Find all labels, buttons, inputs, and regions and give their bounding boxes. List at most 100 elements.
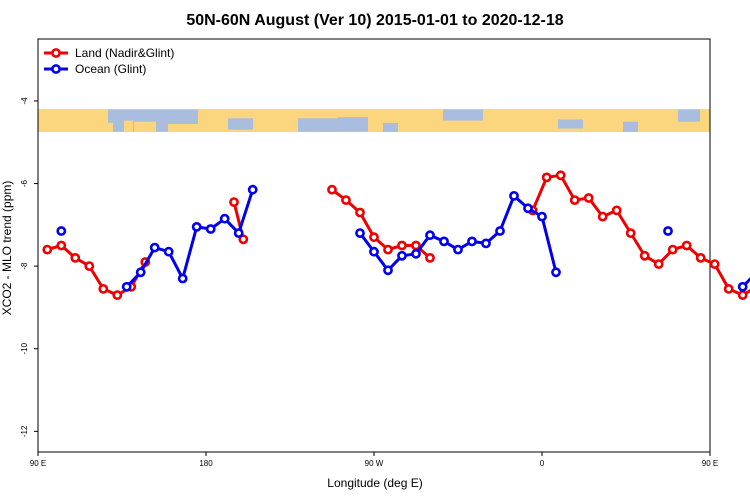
legend: Land (Nadir&Glint) Ocean (Glint): [44, 46, 174, 76]
data-point-1: [56, 226, 67, 236]
map-ocean-inlet: [313, 120, 338, 132]
data-point-0: [695, 252, 706, 263]
data-point-1: [481, 238, 491, 249]
data-point-0: [425, 252, 435, 263]
map-land-patch: [108, 122, 113, 132]
x-tick-label: 0: [540, 459, 545, 468]
data-point-0: [611, 205, 622, 216]
data-point-1: [247, 184, 258, 195]
data-point-0: [238, 234, 249, 245]
series-line-1: [125, 189, 255, 288]
data-point-0: [397, 240, 407, 251]
data-point-1: [121, 281, 132, 292]
data-point-1: [397, 250, 407, 261]
map-strip: [38, 109, 710, 132]
y-tick-label: -8: [20, 262, 29, 270]
map-ocean-inlet: [623, 121, 638, 132]
map-land-patch: [338, 109, 368, 118]
data-point-1: [219, 213, 230, 224]
data-point-1: [383, 265, 393, 276]
data-point-0: [597, 211, 608, 222]
map-land-patch: [700, 109, 710, 132]
data-point-1: [233, 228, 244, 238]
data-point-1: [205, 224, 216, 234]
data-point-1: [663, 226, 673, 236]
legend-marker: [51, 48, 61, 58]
data-point-1: [163, 246, 174, 257]
data-point-0: [84, 261, 95, 271]
data-point-1: [537, 211, 547, 222]
chart-title: 50N-60N August (Ver 10) 2015-01-01 to 20…: [186, 12, 563, 29]
y-axis-label: XCO2 - MLO trend (ppm): [0, 181, 14, 316]
data-point-1: [411, 248, 421, 259]
data-point-0: [327, 184, 337, 195]
map-land-patch: [168, 123, 198, 132]
data-point-0: [667, 244, 678, 255]
series-group: [42, 170, 750, 300]
map-land-patch: [483, 109, 528, 132]
data-point-0: [341, 195, 351, 205]
data-point-1: [737, 281, 748, 292]
legend-label: Ocean (Glint): [75, 62, 146, 76]
data-point-1: [495, 226, 505, 236]
data-point-0: [42, 244, 53, 255]
x-axis-label: Longitude (deg E): [327, 476, 422, 490]
map-land-patch: [528, 109, 678, 132]
data-point-1: [425, 230, 435, 241]
map-ocean-inlet: [558, 119, 583, 129]
plot-frame: [37, 38, 711, 453]
data-point-0: [369, 232, 379, 243]
data-point-1: [369, 246, 379, 257]
data-point-1: [355, 228, 365, 238]
data-point-0: [56, 240, 67, 251]
legend-label: Land (Nadir&Glint): [75, 46, 174, 60]
y-tick-label: -12: [20, 425, 29, 437]
data-point-1: [439, 236, 449, 247]
x-tick-label: 90 E: [702, 459, 718, 468]
map-ocean-inlet: [383, 122, 398, 132]
series-line-1: [741, 277, 750, 288]
x-tick-label: 90 E: [30, 459, 46, 468]
map-land-patch: [124, 120, 133, 132]
data-point-1: [177, 273, 188, 284]
data-point-0: [569, 195, 580, 205]
data-point-0: [625, 228, 636, 238]
data-point-0: [583, 193, 594, 203]
y-tick-label: -6: [20, 179, 29, 187]
map-land-patch: [678, 121, 700, 132]
x-axis: 90 E 180 90 W 0 90 E: [30, 452, 718, 468]
data-point-1: [453, 244, 463, 255]
data-point-0: [723, 283, 734, 294]
map-ocean-inlet: [228, 118, 253, 130]
map-land-patch: [298, 109, 338, 119]
map-land-patch: [38, 109, 108, 132]
map-land-patch: [134, 121, 156, 132]
data-point-1: [467, 236, 477, 247]
y-tick-label: -4: [20, 97, 29, 105]
data-point-1: [509, 190, 519, 201]
map-land-patch: [368, 109, 443, 132]
data-point-0: [555, 170, 566, 181]
data-point-1: [191, 221, 202, 232]
data-point-1: [551, 267, 561, 278]
data-point-0: [737, 290, 748, 300]
x-tick-label: 90 W: [365, 459, 384, 468]
series-line-0: [531, 173, 750, 297]
y-tick-label: -10: [20, 342, 29, 354]
map-land-patch: [443, 120, 483, 132]
data-point-0: [355, 207, 365, 218]
data-point-0: [70, 252, 81, 263]
data-point-0: [681, 240, 692, 251]
data-point-1: [135, 267, 146, 278]
data-point-1: [523, 203, 533, 214]
data-point-1: [149, 242, 160, 253]
data-point-0: [98, 283, 109, 294]
x-tick-label: 180: [199, 459, 213, 468]
legend-marker: [51, 64, 61, 74]
y-axis: -4 -6 -8 -10 -12: [20, 97, 38, 437]
data-point-0: [653, 259, 664, 269]
data-point-0: [709, 259, 720, 269]
data-point-0: [383, 244, 393, 255]
data-point-0: [229, 197, 239, 207]
